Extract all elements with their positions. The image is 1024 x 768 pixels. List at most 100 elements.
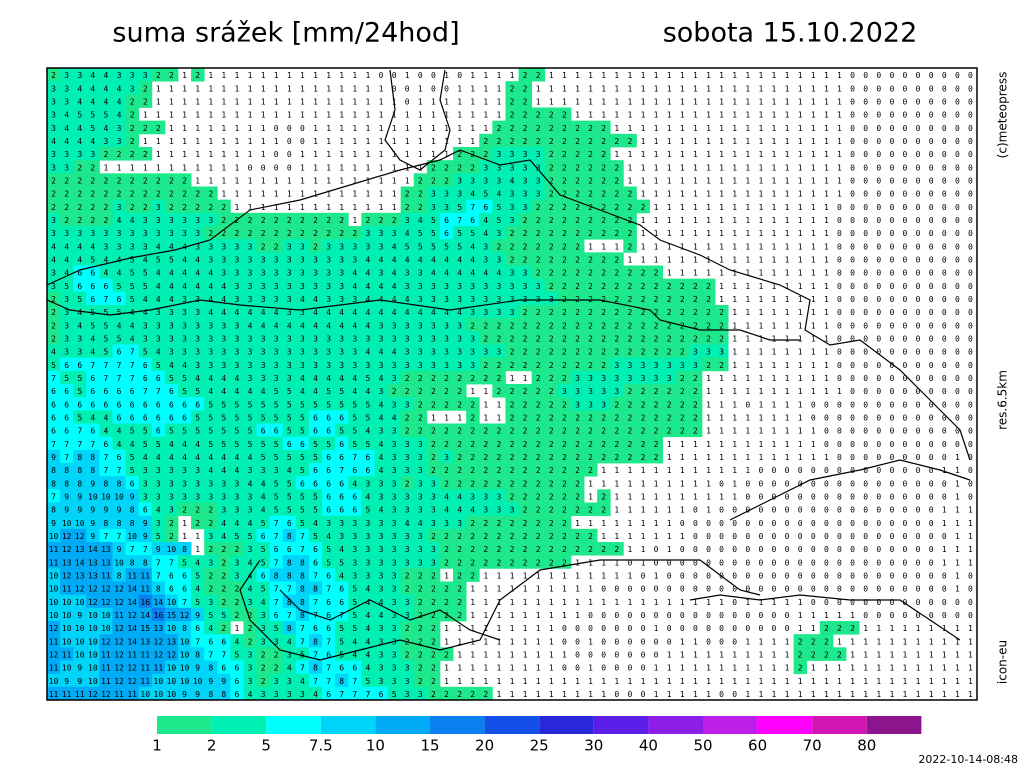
cell: [99, 199, 113, 214]
cell-value: 6: [483, 203, 488, 212]
cell-value: 4: [313, 387, 318, 396]
cell-value: 2: [562, 137, 567, 146]
cell-value: 2: [680, 413, 685, 422]
cell-value: 2: [523, 97, 528, 106]
cell-value: 4: [261, 387, 266, 396]
cell: [413, 239, 428, 253]
cell-value: 2: [627, 387, 632, 396]
cell-value: 2: [549, 558, 554, 567]
cell-value: 2: [614, 348, 619, 357]
cell-value: 2: [523, 558, 528, 567]
cell: [584, 278, 598, 293]
cell-value: 4: [313, 295, 318, 304]
cell-value: 1: [654, 163, 659, 172]
cell-value: 8: [287, 558, 292, 567]
cell-value: 5: [208, 611, 213, 620]
cell-value: 1: [798, 440, 803, 449]
cell-value: 1: [248, 190, 253, 199]
cell-value: 0: [811, 585, 816, 594]
cell-value: 3: [77, 348, 82, 357]
cell-value: 0: [889, 269, 894, 278]
cell-value: 5: [300, 519, 305, 528]
cell-value: 6: [352, 506, 357, 515]
cell-value: 3: [64, 150, 69, 159]
cell: [479, 173, 493, 187]
cell-value: 1: [758, 269, 763, 278]
cell-value: 4: [77, 255, 82, 264]
cell-value: 1: [680, 163, 685, 172]
cell-value: 1: [261, 97, 266, 106]
cell-value: 10: [88, 650, 98, 659]
cell-value: 4: [77, 242, 82, 251]
cell-value: 1: [732, 400, 737, 409]
cell-value: 1: [392, 124, 397, 133]
cell-value: 0: [614, 585, 619, 594]
cell-value: 3: [235, 361, 240, 370]
cell-value: 0: [654, 545, 659, 554]
cell-value: 1: [693, 84, 698, 93]
cell-value: 2: [523, 361, 528, 370]
cell: [164, 68, 179, 82]
cell-value: 1: [732, 203, 737, 212]
cell-value: 3: [169, 216, 174, 225]
cell-value: 2: [195, 506, 200, 515]
cell-value: 0: [758, 506, 763, 515]
cell-value: 3: [523, 203, 528, 212]
cell-value: 2: [575, 124, 580, 133]
cell: [256, 226, 271, 240]
cell-value: 0: [798, 545, 803, 554]
cell-value: 0: [798, 571, 803, 580]
cell-value: 5: [235, 427, 240, 436]
cell-value: 2: [614, 427, 619, 436]
cell-value: 1: [208, 150, 213, 159]
cell-value: 1: [575, 571, 580, 580]
cell: [125, 265, 140, 280]
cell-value: 4: [300, 321, 305, 330]
cell: [335, 265, 349, 280]
cell-value: 3: [182, 466, 187, 475]
cell-value: 2: [523, 348, 528, 357]
cell: [570, 160, 585, 174]
cell-value: 0: [876, 229, 881, 238]
cell-value: 1: [274, 190, 279, 199]
cell-value: 2: [667, 295, 672, 304]
cell-value: 0: [903, 466, 908, 475]
cell-value: 1: [641, 163, 646, 172]
cell-value: 1: [758, 282, 763, 291]
cell-value: 3: [300, 255, 305, 264]
cell-value: 3: [130, 242, 135, 251]
cell-value: 1: [470, 585, 475, 594]
cell-value: 5: [366, 374, 371, 383]
cell-value: 6: [326, 571, 331, 580]
cell-value: 3: [339, 255, 344, 264]
cell: [138, 226, 153, 240]
cell-value: 1: [352, 190, 357, 199]
cell-value: 0: [863, 361, 868, 370]
cell-value: 0: [876, 176, 881, 185]
cell: [60, 68, 74, 82]
cell-value: 3: [601, 387, 606, 396]
cell-value: 1: [824, 387, 829, 396]
cell-value: 5: [313, 506, 318, 515]
cell-value: 2: [104, 150, 109, 159]
cell-value: 9: [90, 519, 95, 528]
cell-value: 1: [195, 111, 200, 120]
cell-value: 1: [772, 124, 777, 133]
cell-value: 4: [405, 295, 410, 304]
cell-value: 3: [654, 361, 659, 370]
cell-value: 0: [942, 321, 947, 330]
cell-value: 2: [654, 321, 659, 330]
cell-value: 2: [496, 321, 501, 330]
cell-value: 4: [221, 387, 226, 396]
cell: [86, 81, 100, 95]
cell-value: 1: [732, 374, 737, 383]
cell-value: 0: [601, 611, 606, 620]
cell: [177, 199, 192, 214]
cell-value: 2: [510, 545, 515, 554]
cell-value: 0: [863, 71, 868, 80]
cell-value: 2: [641, 440, 646, 449]
cell-value: 3: [117, 124, 122, 133]
cell-value: 0: [889, 427, 894, 436]
cell-value: 1: [811, 387, 816, 396]
cell-value: 1: [418, 137, 423, 146]
